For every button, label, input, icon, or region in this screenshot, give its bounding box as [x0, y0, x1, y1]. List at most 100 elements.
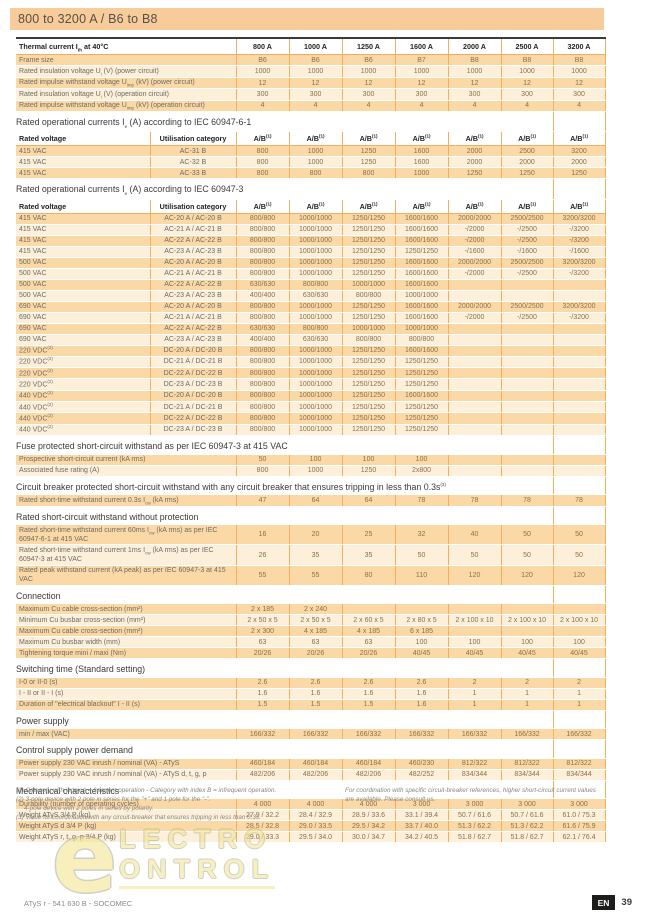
row-label: Weight ATyS r, t, g, p 3/4 P (kg): [16, 831, 237, 844]
value-cell: [447, 334, 502, 346]
value-cell: B8: [552, 54, 606, 67]
last-column-rule: [552, 710, 606, 730]
section-title-row: Rated operational currents Ie (A) accord…: [16, 111, 606, 133]
value-cell: 29.5 / 34.0: [288, 831, 343, 844]
utilisation-category-cell: AC-21 A / AC-21 B: [149, 224, 237, 236]
ab-column-header: A/B(1): [552, 131, 606, 147]
value-cell: 482/252: [394, 769, 449, 781]
value-cell: 63: [341, 636, 396, 649]
value-cell: 1000/1000: [288, 424, 343, 437]
value-cell: 1250/1250: [341, 213, 396, 225]
utilisation-category-cell: AC-22 A / AC-22 B: [149, 323, 237, 335]
row-label: I - II or II - I (s): [16, 688, 237, 700]
value-cell: [447, 465, 502, 477]
value-cell: -/3200: [552, 224, 606, 236]
utilisation-category-cell: DC-22 A / DC-22 B: [149, 367, 237, 380]
value-cell: 2: [552, 677, 606, 689]
value-cell: 300: [235, 88, 290, 101]
last-column-rule: [552, 111, 606, 133]
table-row: Power supply 230 VAC inrush / nominal (V…: [16, 758, 606, 770]
table-row: 415 VAC AC-23 A / AC-23 B 800/800 1000/1000…: [16, 246, 606, 258]
last-column-rule: [552, 739, 606, 759]
value-cell: B8: [447, 54, 502, 67]
value-cell: [500, 345, 554, 357]
value-cell: 2x800: [394, 465, 449, 477]
value-cell: 4 x 185: [288, 625, 343, 638]
utilisation-category-cell: DC-23 A / DC-23 B: [149, 424, 237, 437]
value-cell: 28.4 / 32.9: [288, 809, 343, 822]
value-cell: 20/26: [341, 647, 396, 660]
row-label: 415 VAC: [16, 156, 150, 169]
value-cell: 1600/1600: [394, 301, 449, 313]
value-cell: [447, 390, 502, 403]
value-cell: -/2000: [447, 268, 502, 280]
row-label: 500 VAC: [16, 257, 150, 269]
last-column-rule: [552, 780, 606, 800]
section-title: Rated operational currents Ie (A) accord…: [16, 111, 554, 133]
value-cell: 100: [341, 454, 396, 466]
sub-header-row: Rated voltage Utilisation category A/B(1) A…: [16, 199, 606, 214]
value-cell: 1000/1000: [288, 345, 343, 357]
value-cell: 1600: [394, 145, 449, 158]
value-cell: 47: [235, 494, 290, 507]
value-cell: 800/800: [235, 401, 290, 414]
value-cell: 1250/1250: [341, 246, 396, 258]
table-row: Rated short-time withstand current 1ms I…: [16, 544, 606, 566]
value-cell: 2 x 100 x 10: [447, 614, 502, 627]
value-cell: 1: [500, 699, 554, 711]
value-cell: [552, 334, 606, 346]
value-cell: 2 x 50 x 5: [235, 614, 290, 627]
value-cell: -/2000: [447, 312, 502, 324]
value-cell: 1250/1250: [394, 356, 449, 369]
table-row: Maximum Cu cable cross-section (mm²) 2 x …: [16, 603, 606, 616]
value-cell: 166/332: [394, 728, 449, 741]
row-label: min / max (VAC): [16, 728, 237, 741]
page-number: 39: [621, 897, 632, 908]
value-cell: 62.1 / 76.4: [552, 831, 606, 844]
value-cell: 800: [235, 167, 290, 180]
utilisation-category-cell: DC-20 A / DC-20 B: [149, 390, 237, 403]
value-cell: 800: [235, 465, 290, 477]
footnotes: (1) Category with index A = frequent ope…: [16, 786, 326, 822]
section-title: Rated short-circuit withstand without pr…: [16, 506, 554, 526]
value-cell: 20/26: [235, 647, 290, 660]
row-label: 415 VAC: [16, 167, 150, 180]
value-cell: -/2000: [447, 235, 502, 247]
value-cell: 1250/1250: [394, 424, 449, 437]
value-cell: 1000: [500, 65, 554, 78]
column-header: 2500 A: [500, 37, 554, 56]
row-label: 690 VAC: [16, 301, 150, 313]
value-cell: 27.9 / 32.2: [235, 809, 290, 822]
table-row: Associated fuse rating (A) 800 1000 1250 2x8…: [16, 465, 606, 477]
table-row: 220 VDC(2) DC-23 A / DC-23 B 800/800 1000/1…: [16, 378, 606, 391]
value-cell: B7: [394, 54, 449, 67]
value-cell: 1.5: [288, 699, 343, 711]
value-cell: 3200/3200: [552, 301, 606, 313]
value-cell: 28.5 / 32.8: [235, 820, 290, 833]
value-cell: 800/800: [235, 213, 290, 225]
ab-column-header: A/B(1): [552, 199, 606, 214]
section-title: Connection: [16, 585, 554, 605]
row-label: Frame size: [16, 54, 237, 67]
value-cell: [552, 603, 606, 616]
value-cell: B6: [288, 54, 343, 67]
column-header: 1600 A: [394, 37, 449, 56]
value-cell: 51.8 / 62.7: [500, 831, 554, 844]
value-cell: 1000: [394, 167, 449, 180]
value-cell: 4 000: [288, 798, 343, 811]
row-label: 415 VAC: [16, 145, 150, 158]
value-cell: -/3200: [552, 312, 606, 324]
utilisation-category-cell: AC-22 A / AC-22 B: [149, 235, 237, 247]
table-row: 220 VDC(2) DC-20 A / DC-20 B 800/800 1000/1…: [16, 345, 606, 357]
value-cell: [500, 465, 554, 477]
value-cell: 2.6: [341, 677, 396, 689]
value-cell: 4 x 185: [341, 625, 396, 638]
page-title: 800 to 3200 A / B6 to B8: [10, 8, 604, 30]
value-cell: 6 x 185: [394, 625, 449, 638]
value-cell: 2500/2500: [500, 301, 554, 313]
value-cell: [500, 334, 554, 346]
value-cell: 1000/1000: [288, 312, 343, 324]
value-cell: [394, 603, 449, 616]
utilisation-category-cell: AC-21 A / AC-21 B: [149, 268, 237, 280]
rated-voltage-header: Rated voltage: [16, 131, 150, 147]
